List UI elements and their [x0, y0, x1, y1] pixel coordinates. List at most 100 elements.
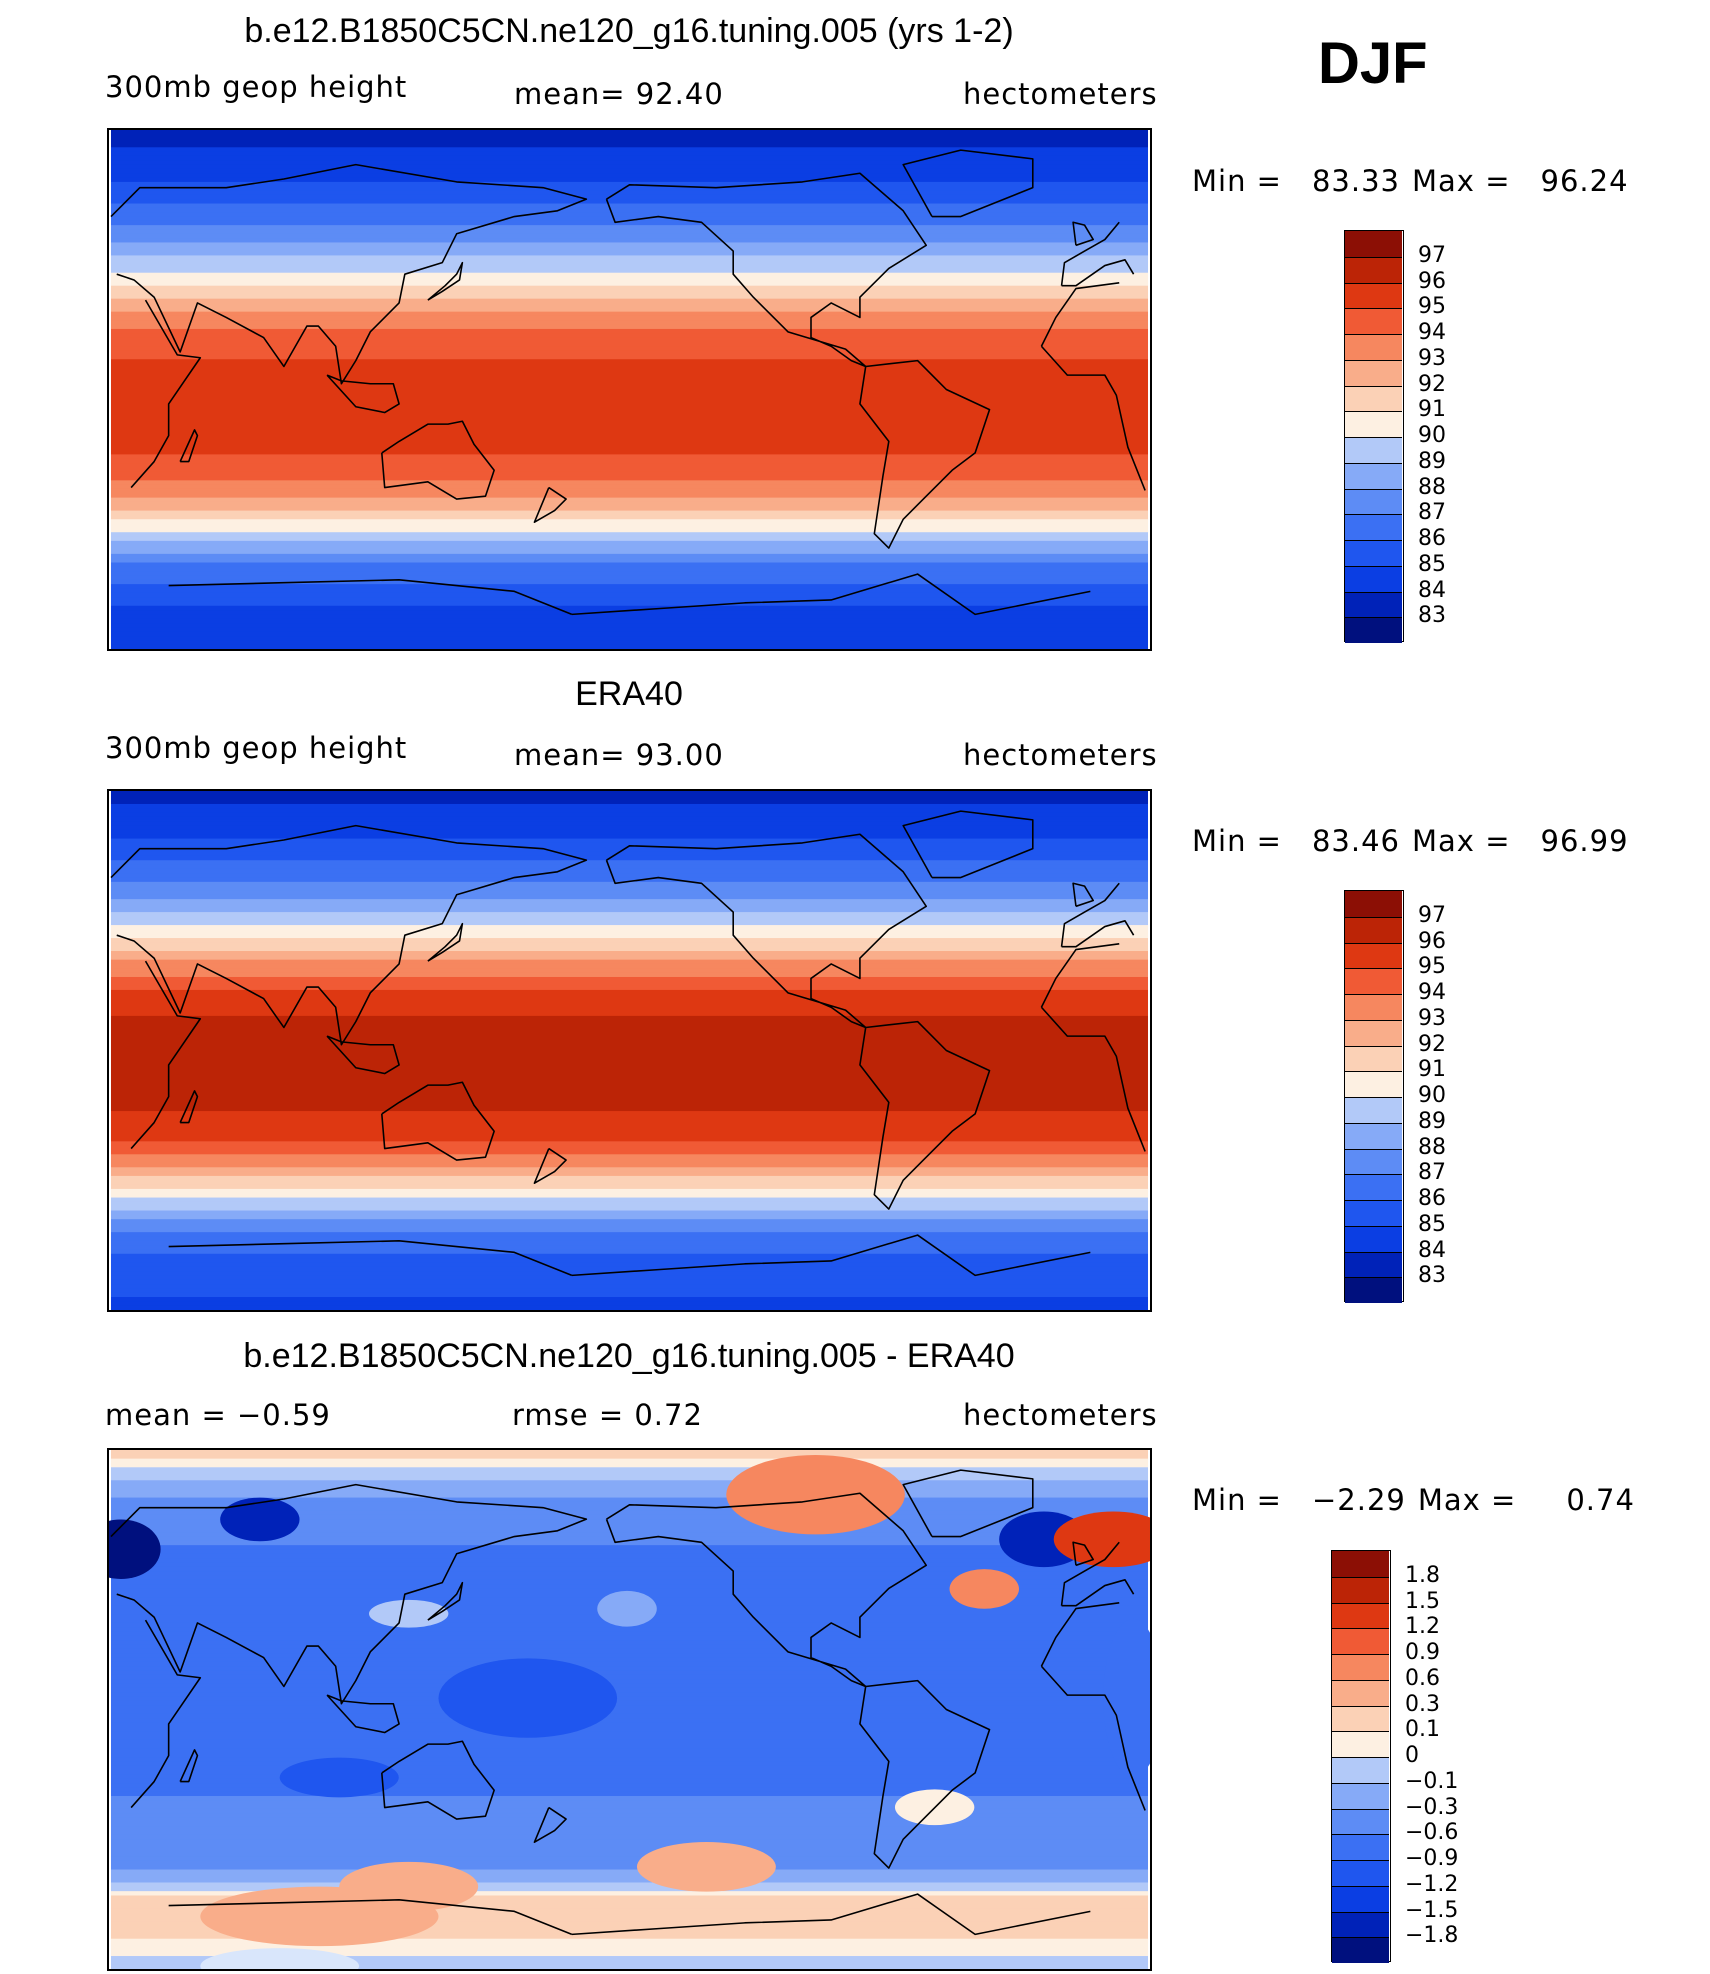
colorbar-tick-label: 95 [1418, 294, 1446, 320]
min-value: −2.29 [1311, 1483, 1406, 1517]
contour-band [110, 199, 1149, 205]
variable-label: 300mb geop height [105, 70, 408, 104]
contour-band [110, 1050, 1149, 1056]
contour-band [110, 242, 1149, 248]
contour-blob [220, 1497, 300, 1542]
colorbar-swatch [1345, 942, 1402, 969]
colorbar-swatch [1332, 1705, 1389, 1732]
contour-band [110, 1484, 1149, 1490]
contour-band [110, 553, 1149, 559]
contour-band [110, 1895, 1149, 1901]
contour-band [110, 450, 1149, 455]
contour-band [110, 829, 1149, 835]
units-label: hectometers [963, 738, 1158, 772]
contour-band [110, 1115, 1149, 1121]
contour-band [110, 1579, 1149, 1585]
contour-band [110, 307, 1149, 313]
colorbar-tick-label: 89 [1418, 448, 1446, 474]
contour-band [110, 1063, 1149, 1069]
contour-band [110, 1930, 1149, 1935]
colorbar-tick-label: 90 [1418, 1083, 1446, 1108]
colorbar-tick-label: 83 [1418, 603, 1446, 629]
contour-band [110, 259, 1149, 265]
contour-band [110, 1549, 1149, 1555]
colorbar-tick-label: −0.6 [1405, 1820, 1459, 1846]
contour-band [110, 1657, 1149, 1663]
contour-band [110, 1796, 1149, 1801]
coastline [1040, 345, 1146, 491]
contour-band [110, 1236, 1149, 1242]
contour-band [110, 1305, 1149, 1310]
colorbar-swatch [1332, 1576, 1389, 1603]
coastline [605, 833, 928, 1029]
map-obs [107, 789, 1152, 1312]
contour-band [110, 1834, 1149, 1840]
colorbar-tick-label: 0.9 [1405, 1640, 1440, 1665]
contour-band [110, 1210, 1149, 1216]
colorbar-swatch [1332, 1731, 1389, 1757]
colorbar-tick-label: 88 [1418, 474, 1446, 500]
contour-band [110, 1847, 1149, 1853]
coastline [326, 1035, 400, 1075]
colorbar-tick-label: −1.8 [1405, 1923, 1459, 1949]
contour-band [110, 402, 1149, 408]
contour-band [110, 1813, 1149, 1819]
contour-band [110, 1558, 1149, 1564]
contour-blob [339, 1861, 479, 1912]
coastline [859, 359, 991, 549]
max-value: 96.24 [1540, 164, 1629, 198]
contour-band [110, 605, 1149, 611]
panel-title: b.e12.B1850C5CN.ne120_g16.tuning.005 - E… [243, 1337, 1015, 1375]
contour-band [110, 424, 1149, 430]
contour-band [110, 151, 1149, 157]
contour-band [110, 614, 1149, 620]
contour-map [110, 791, 1149, 1310]
colorbar-tick-label: −0.9 [1405, 1846, 1459, 1871]
contour-band [110, 1253, 1149, 1259]
contour-band [110, 968, 1149, 974]
contour-band [110, 1947, 1149, 1953]
coastline [381, 420, 495, 500]
contour-band [110, 1232, 1149, 1238]
contour-band [110, 1653, 1149, 1659]
contour-band [110, 972, 1149, 978]
contour-band [110, 1670, 1149, 1676]
contour-band [110, 463, 1149, 468]
colorbar-swatch [1332, 1885, 1389, 1912]
contour-band [110, 1808, 1149, 1814]
colorbar-tick-label: 1.8 [1405, 1562, 1440, 1588]
contour-band [110, 359, 1149, 365]
contour-band [110, 1709, 1149, 1715]
colorbar-swatch [1345, 565, 1402, 592]
coastline [168, 579, 573, 616]
contour-band [110, 1240, 1149, 1246]
contour-band [110, 601, 1149, 607]
colorbar-tick-label: 87 [1418, 1160, 1446, 1186]
colorbar-swatch [1332, 1860, 1389, 1886]
coastline [1060, 882, 1120, 947]
contour-band [110, 302, 1149, 308]
contour-band [110, 406, 1149, 412]
contour-band [110, 1878, 1149, 1884]
contour-band [110, 527, 1149, 533]
contour-band [110, 372, 1149, 378]
contour-band [110, 1002, 1149, 1008]
contour-band [110, 186, 1149, 192]
coastline [1060, 221, 1120, 286]
coastline [533, 1806, 567, 1843]
contour-band [110, 1219, 1149, 1225]
contour-band [110, 337, 1149, 343]
colorbar-swatch [1345, 1277, 1402, 1303]
colorbar-swatch [1345, 1019, 1402, 1046]
contour-band [110, 955, 1149, 961]
colorbar-swatch [1332, 1834, 1389, 1860]
contour-band [110, 1575, 1149, 1581]
contour-band [110, 1258, 1149, 1264]
colorbar-swatch [1345, 359, 1402, 386]
colorbar-tick-label: −1.2 [1405, 1871, 1459, 1897]
coastline [1072, 1541, 1095, 1567]
units-label: hectometers [963, 1398, 1158, 1432]
contour-band [110, 363, 1149, 369]
contour-band [110, 816, 1149, 822]
colorbar-swatch [1332, 1654, 1389, 1680]
